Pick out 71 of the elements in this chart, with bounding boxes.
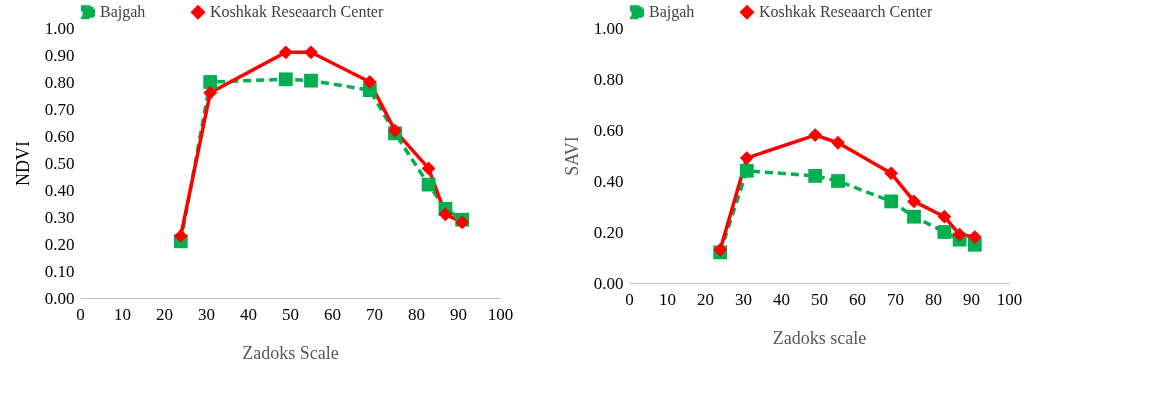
- point: [808, 128, 823, 142]
- x-tick-label: 10: [659, 289, 676, 309]
- x-tick-label: 80: [408, 304, 425, 324]
- x-tick-label: 10: [114, 304, 131, 324]
- point: [831, 135, 845, 150]
- y-tick-label: 0.60: [593, 120, 624, 140]
- x-tick-label: 70: [887, 289, 904, 309]
- y-tick-label: 0.20: [593, 222, 624, 242]
- x-tick-label: 0: [76, 304, 85, 324]
- point: [421, 161, 436, 176]
- x-tick-label: 100: [996, 289, 1023, 309]
- x-tick-label: 0: [625, 289, 634, 309]
- point: [173, 229, 188, 243]
- x-tick-label: 30: [198, 304, 215, 324]
- y-tick-label: 0.00: [44, 288, 75, 308]
- point: [831, 174, 845, 188]
- x-tick-label: 100: [487, 304, 514, 324]
- x-tick-label: 90: [963, 289, 980, 309]
- point: [808, 169, 823, 183]
- x-tick-label: 80: [925, 289, 942, 309]
- x-tick-label: 20: [156, 304, 173, 324]
- point: [884, 194, 899, 209]
- y-tick-label: 0.50: [44, 153, 75, 173]
- x-axis-title: Zadoks Scale: [242, 342, 339, 363]
- point: [278, 72, 293, 87]
- x-tick-label: 50: [811, 289, 828, 309]
- x-tick-label: 30: [735, 289, 752, 309]
- legend-label: Bajgah: [649, 3, 695, 22]
- x-axis-title: Zadoks scale: [772, 327, 867, 348]
- x-tick-label: 90: [450, 304, 467, 324]
- y-tick-label: 0.80: [44, 72, 75, 92]
- point: [937, 209, 952, 224]
- point: [884, 166, 899, 181]
- point: [278, 45, 293, 60]
- point: [952, 227, 967, 242]
- y-tick-label: 0.60: [44, 126, 75, 146]
- x-tick-label: 40: [240, 304, 257, 324]
- x-tick-label: 60: [324, 304, 341, 324]
- point: [203, 85, 218, 100]
- y-tick-label: 0.20: [44, 234, 75, 254]
- point: [304, 45, 318, 60]
- y-tick-label: 0.90: [44, 45, 75, 65]
- point: [739, 151, 754, 165]
- y-tick-label: 0.40: [593, 171, 624, 191]
- y-axis-title: SAVI: [561, 136, 582, 176]
- x-tick-label: 70: [366, 304, 383, 324]
- x-tick-label: 20: [697, 289, 714, 309]
- point: [362, 75, 377, 89]
- point: [739, 163, 754, 178]
- x-tick-label: 40: [773, 289, 790, 309]
- y-tick-label: 0.40: [44, 180, 75, 200]
- y-tick-label: 0.70: [44, 99, 75, 119]
- y-tick-label: 1.00: [44, 18, 75, 38]
- y-tick-label: 0.80: [593, 69, 624, 89]
- point: [907, 194, 921, 209]
- point: [907, 209, 921, 224]
- y-axis-title: NDVI: [12, 141, 33, 186]
- y-tick-label: 1.00: [593, 18, 624, 38]
- x-tick-label: 60: [849, 289, 866, 309]
- y-tick-label: 0.30: [44, 207, 75, 227]
- x-tick-label: 50: [282, 304, 299, 324]
- legend-label: Koshkak Reseaarch Center: [759, 3, 933, 21]
- point: [304, 73, 318, 88]
- point: [937, 225, 952, 239]
- point: [203, 75, 218, 89]
- point: [438, 207, 453, 222]
- legend-label: Bajgah: [100, 3, 146, 22]
- legend-label: Koshkak Reseaarch Center: [210, 3, 384, 21]
- point: [967, 230, 982, 244]
- y-tick-label: 0.10: [44, 261, 75, 281]
- y-tick-label: 0.00: [593, 273, 624, 293]
